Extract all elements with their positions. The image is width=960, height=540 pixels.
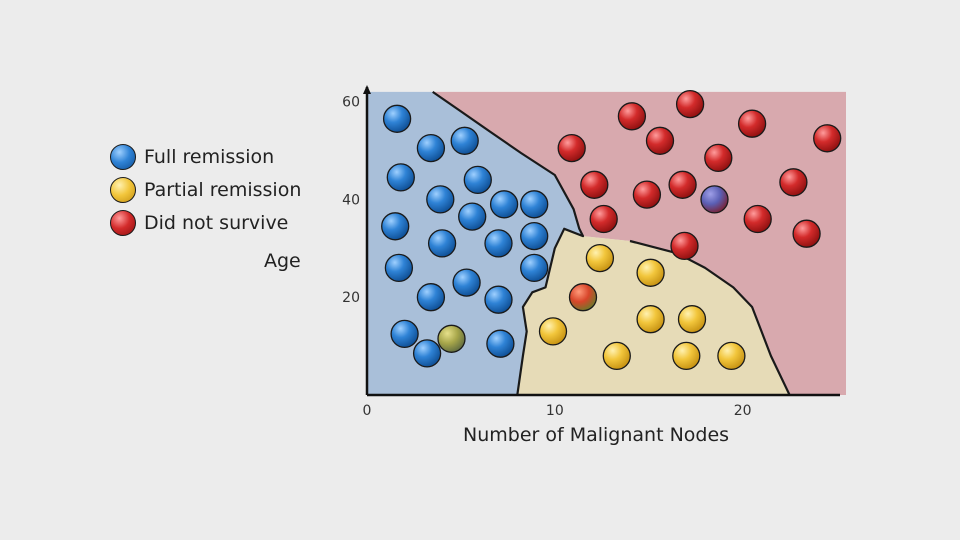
y-tick-label: 60 — [342, 95, 360, 111]
point-partial — [672, 341, 701, 371]
legend-label: Partial remission — [144, 178, 302, 201]
point-full — [463, 165, 492, 195]
point-full — [520, 190, 549, 219]
legend-label: Did not survive — [144, 211, 289, 234]
point-full — [450, 126, 479, 155]
x-tick-label: 20 — [734, 403, 752, 419]
point-full — [520, 253, 549, 283]
point-partial — [602, 341, 631, 371]
legend-label: Full remission — [144, 145, 275, 168]
yellow-dot-icon — [110, 176, 136, 203]
point-full — [484, 285, 513, 314]
point-full — [390, 319, 419, 349]
x-tick-label: 10 — [546, 403, 564, 419]
point-full — [412, 339, 442, 368]
point-full — [382, 104, 412, 133]
point-full — [427, 229, 457, 258]
point-full — [386, 163, 415, 192]
y-tick-label: 20 — [342, 290, 360, 306]
point-died — [743, 204, 772, 234]
point-died — [580, 170, 609, 199]
point-died — [632, 180, 662, 209]
legend-item-did-not-survive: Did not survive — [110, 206, 301, 239]
point-died — [670, 231, 699, 261]
point-full — [520, 221, 549, 251]
point-odd — [700, 185, 729, 214]
point-full — [416, 133, 446, 163]
point-died — [813, 124, 842, 153]
point-full — [384, 253, 414, 283]
point-full — [381, 212, 410, 241]
point-died — [737, 109, 767, 138]
point-full — [489, 190, 519, 219]
legend-item-partial-remission: Partial remission — [110, 173, 301, 206]
point-partial — [717, 341, 746, 371]
x-axis-label: Number of Malignant Nodes — [463, 424, 730, 446]
point-partial — [636, 305, 665, 334]
point-died — [792, 219, 821, 248]
point-full — [484, 229, 513, 258]
region-died — [432, 91, 846, 396]
legend: Full remission Partial remission Did not… — [110, 140, 301, 239]
point-odd — [568, 283, 598, 312]
boundary-full — [432, 90, 585, 396]
point-died — [704, 143, 733, 173]
point-partial — [538, 317, 568, 346]
point-odd — [437, 324, 466, 353]
region-full — [367, 91, 583, 396]
point-partial — [677, 305, 707, 334]
point-full — [452, 268, 481, 297]
point-full — [426, 185, 455, 214]
legend-item-full-remission: Full remission — [110, 140, 301, 173]
point-full — [486, 329, 515, 358]
y-axis-label: Age — [264, 250, 301, 272]
point-died — [557, 133, 586, 163]
y-tick-label: 40 — [342, 192, 360, 208]
point-died — [668, 170, 697, 199]
point-full — [458, 202, 487, 231]
point-died — [779, 168, 808, 197]
blue-dot-icon — [110, 143, 136, 170]
x-tick-label: 0 — [363, 403, 372, 419]
point-died — [675, 89, 705, 119]
point-died — [589, 204, 618, 234]
point-full — [416, 283, 446, 312]
y-axis-arrow — [363, 85, 371, 94]
point-partial — [636, 258, 665, 287]
point-died — [645, 126, 675, 155]
point-died — [617, 102, 647, 131]
point-partial — [585, 243, 615, 273]
red-dot-icon — [110, 209, 136, 236]
